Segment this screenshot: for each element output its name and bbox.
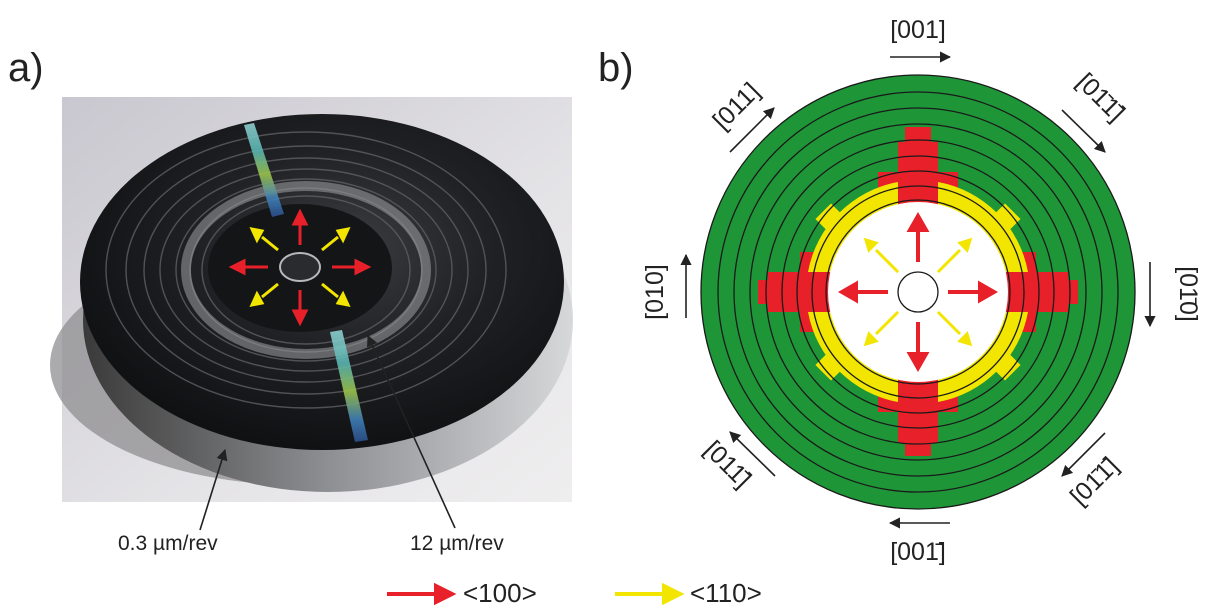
legend-label-100: <100> bbox=[463, 578, 537, 608]
legend-arrow-110 bbox=[615, 582, 685, 606]
inner-hole bbox=[897, 271, 939, 313]
diagram-arrows-110 bbox=[863, 237, 973, 347]
panel-b-label: b) bbox=[598, 46, 634, 90]
diagram-arrows-100 bbox=[837, 211, 999, 373]
direction-label-top: [001] bbox=[890, 16, 946, 44]
direction-label-bottom: [001̄] bbox=[890, 538, 946, 566]
inner-pitch-label: 0.3 µm/rev bbox=[118, 532, 218, 555]
center-hole bbox=[279, 252, 321, 282]
legend-arrow-100 bbox=[387, 582, 457, 606]
direction-label-left: [010] bbox=[641, 264, 669, 320]
pointer-outer-pitch bbox=[367, 334, 456, 529]
panel-a-label: a) bbox=[8, 46, 44, 90]
photo-arrows-110 bbox=[249, 226, 351, 308]
direction-label-right: [01̄0] bbox=[1174, 266, 1202, 322]
legend-label-110: <110> bbox=[690, 578, 762, 608]
outer-pitch-label: 12 µm/rev bbox=[410, 532, 504, 555]
track-circles bbox=[700, 74, 1136, 510]
diffraction-stripe-top bbox=[244, 123, 284, 217]
direction-arrows bbox=[680, 51, 1156, 529]
reflective-band bbox=[181, 181, 431, 359]
photo-arrows-100 bbox=[228, 208, 372, 327]
pointer-inner-pitch bbox=[199, 448, 228, 531]
diffraction-stripe-bottom bbox=[330, 330, 368, 442]
